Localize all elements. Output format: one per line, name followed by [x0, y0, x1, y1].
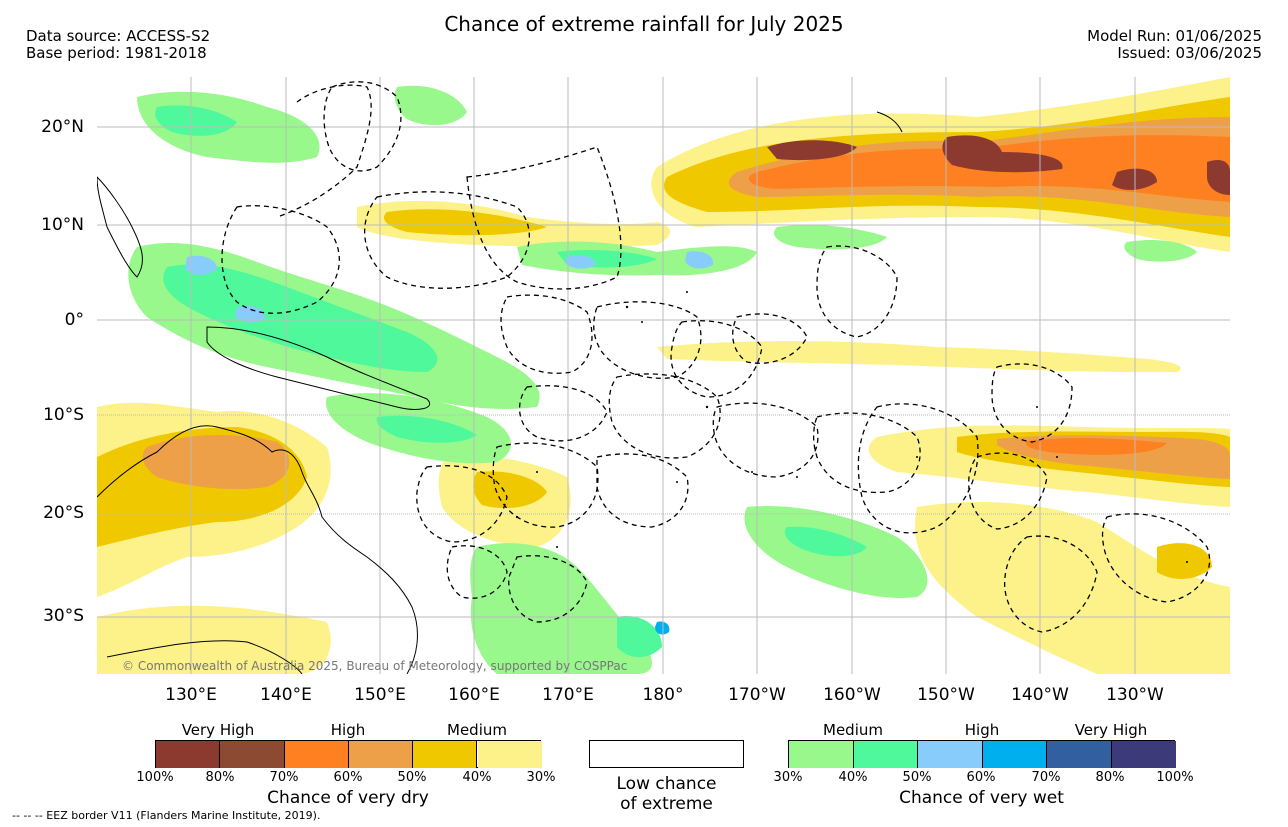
dry-tick: 100% — [136, 770, 174, 785]
lon-label: 180° — [642, 685, 684, 705]
dry-colorbar-swatch — [156, 741, 221, 768]
dry-tick: 30% — [526, 770, 556, 785]
south-dry-region — [97, 605, 331, 674]
lon-label: 130°W — [1106, 685, 1164, 705]
wet-category-label: High — [964, 721, 1000, 739]
wet-colorbar-swatch — [918, 741, 983, 768]
dry-anomaly-regions — [97, 77, 1230, 674]
equatorial-dry-strip — [657, 341, 1181, 373]
wet-tick: 40% — [838, 770, 868, 785]
copyright-notice: © Commonwealth of Australia 2025, Bureau… — [122, 659, 628, 673]
philippines-coastline — [97, 176, 143, 278]
south-wet-region — [470, 543, 652, 674]
dry-tick: 70% — [269, 770, 299, 785]
wet-tick: 70% — [1031, 770, 1061, 785]
wet-colorbar-swatch — [982, 741, 1047, 768]
lon-label: 170°W — [728, 685, 786, 705]
wet-patch-blue-3 — [565, 255, 596, 269]
base-period-label: Base period: 1981-2018 — [26, 44, 207, 62]
wet-category-label: Medium — [823, 721, 883, 739]
coastlines — [97, 111, 903, 674]
dry-colorbar-swatch — [284, 741, 349, 768]
dry-core-2 — [942, 135, 1063, 173]
lon-label: 170°E — [542, 685, 594, 705]
lon-label: 130°E — [165, 685, 217, 705]
southeast-dry-region — [915, 502, 1230, 674]
neutral-label-line1: Low chance — [616, 774, 717, 794]
east-equatorial-wet — [773, 225, 887, 250]
dry-category-label: Very High — [181, 721, 255, 739]
wet-patch-blue-2 — [235, 305, 266, 323]
new-guinea-coastline — [206, 326, 430, 410]
dry-tick: 40% — [462, 770, 492, 785]
lon-label: 140°W — [1011, 685, 1069, 705]
australia-coastline — [97, 425, 418, 674]
dry-category-label: Medium — [447, 721, 507, 739]
dry-core-4 — [1207, 160, 1230, 195]
neutral-label-line2: of extreme — [620, 794, 713, 814]
lat-label: 10°N — [41, 215, 84, 235]
hawaii-coastline — [876, 111, 903, 133]
wet-legend-title: Chance of very wet — [899, 788, 1064, 808]
wet-patch-blue-1 — [185, 255, 217, 275]
model-run-label: Model Run: 01/06/2025 — [1087, 27, 1262, 45]
wet-anomaly-regions — [128, 85, 1197, 674]
wet-tick: 100% — [1156, 770, 1194, 785]
data-source-label: Data source: ACCESS-S2 — [26, 27, 211, 45]
dry-tick: 60% — [333, 770, 363, 785]
map-title: Chance of extreme rainfall for July 2025 — [444, 12, 844, 36]
east-wet-patch — [1124, 240, 1197, 262]
rainfall-map — [97, 77, 1230, 674]
dry-category-label: High — [330, 721, 366, 739]
wet-colorbar-swatch — [1111, 741, 1176, 768]
neutral-swatch — [589, 740, 744, 768]
dry-tick: 50% — [397, 770, 427, 785]
wet-tick: 50% — [902, 770, 932, 785]
dry-colorbar-swatch — [220, 741, 285, 768]
dry-colorbar-swatch — [477, 741, 542, 768]
wet-patch-blue-4 — [685, 251, 714, 269]
lon-label: 160°W — [823, 685, 881, 705]
island-dots — [515, 291, 1188, 563]
lat-label: 10°S — [43, 405, 84, 425]
eez-footnote: -- -- -- EEZ border V11 (Flanders Marine… — [12, 809, 321, 822]
wet-tick: 80% — [1095, 770, 1125, 785]
dry-colorbar-swatch — [413, 741, 478, 768]
issued-label: Issued: 03/06/2025 — [1117, 44, 1262, 62]
dry-tick: 80% — [205, 770, 235, 785]
north-wet-blob — [394, 85, 467, 126]
eez-borders — [221, 81, 1211, 633]
gridlines — [97, 77, 1230, 674]
wet-colorbar — [788, 740, 1176, 768]
lon-label: 140°E — [260, 685, 312, 705]
dry-colorbar-swatch — [348, 741, 414, 768]
lon-label: 150°W — [917, 685, 975, 705]
wet-category-label: Very High — [1074, 721, 1148, 739]
wet-colorbar-swatch — [1047, 741, 1112, 768]
dry-core-1 — [767, 140, 857, 161]
wet-patch-blue-5 — [655, 621, 670, 635]
lon-label: 150°E — [354, 685, 406, 705]
dry-colorbar — [155, 740, 542, 768]
wet-colorbar-swatch — [789, 741, 854, 768]
wet-colorbar-swatch — [853, 741, 918, 768]
wet-tick: 60% — [966, 770, 996, 785]
nz-coastline — [106, 640, 303, 674]
lon-label: 160°E — [448, 685, 500, 705]
lat-label: 30°S — [43, 606, 84, 626]
lat-label: 0° — [64, 310, 84, 330]
lat-label: 20°S — [43, 503, 84, 523]
wet-tick: 30% — [773, 770, 803, 785]
lat-label: 20°N — [41, 117, 84, 137]
dry-legend-title: Chance of very dry — [267, 788, 429, 808]
